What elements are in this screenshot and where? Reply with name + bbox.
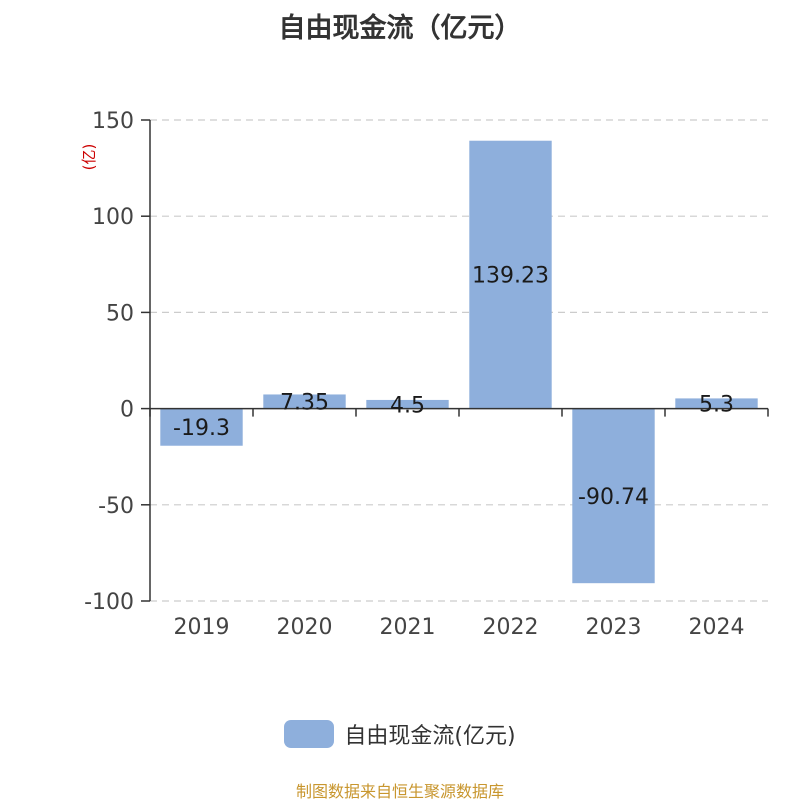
bar-2019 xyxy=(160,408,243,446)
x-tick-label-2023: 2023 xyxy=(586,615,642,640)
labels: 150 100 50 0 -50 -100 2019 -19.3 2020 7.35 2021 4.5… xyxy=(84,109,744,640)
x-tick-label-2022: 2022 xyxy=(483,615,539,640)
bar-2021 xyxy=(366,399,449,409)
bar-2022 xyxy=(469,140,552,409)
axes xyxy=(141,119,769,602)
y-tick-label-2: 50 xyxy=(106,301,134,326)
y-tick-label-0: 150 xyxy=(92,109,134,134)
data-label-2020: 7.35 xyxy=(280,391,329,416)
data-label-2019: -19.3 xyxy=(173,416,230,441)
x-tick-label-2019: 2019 xyxy=(174,615,230,640)
y-unit-label: (亿) xyxy=(80,144,98,171)
legend: 自由现金流(亿元) xyxy=(0,718,800,750)
y-tick-label-4: -50 xyxy=(98,494,134,519)
y-tick-label-3: 0 xyxy=(120,398,134,423)
bar-2020 xyxy=(263,394,346,409)
x-tick-label-2024: 2024 xyxy=(689,615,745,640)
bar-2023 xyxy=(572,408,655,584)
x-tick-label-2020: 2020 xyxy=(277,615,333,640)
x-tick-label-2021: 2021 xyxy=(380,615,436,640)
data-label-2023: -90.74 xyxy=(578,485,649,510)
grid-lines xyxy=(150,119,768,602)
chart-title: 自由现金流（亿元） xyxy=(278,13,522,44)
bar-2024 xyxy=(675,398,758,409)
data-label-2021: 4.5 xyxy=(390,393,425,418)
data-label-2024: 5.3 xyxy=(699,393,734,418)
source-note: 制图数据来自恒生聚源数据库 xyxy=(295,782,504,801)
legend-label: 自由现金流(亿元) xyxy=(344,724,516,749)
y-tick-label-5: -100 xyxy=(84,590,134,615)
y-tick-label-1: 100 xyxy=(92,205,134,230)
legend-swatch xyxy=(284,720,335,748)
data-label-2022: 139.23 xyxy=(472,264,549,289)
bars xyxy=(160,140,758,584)
